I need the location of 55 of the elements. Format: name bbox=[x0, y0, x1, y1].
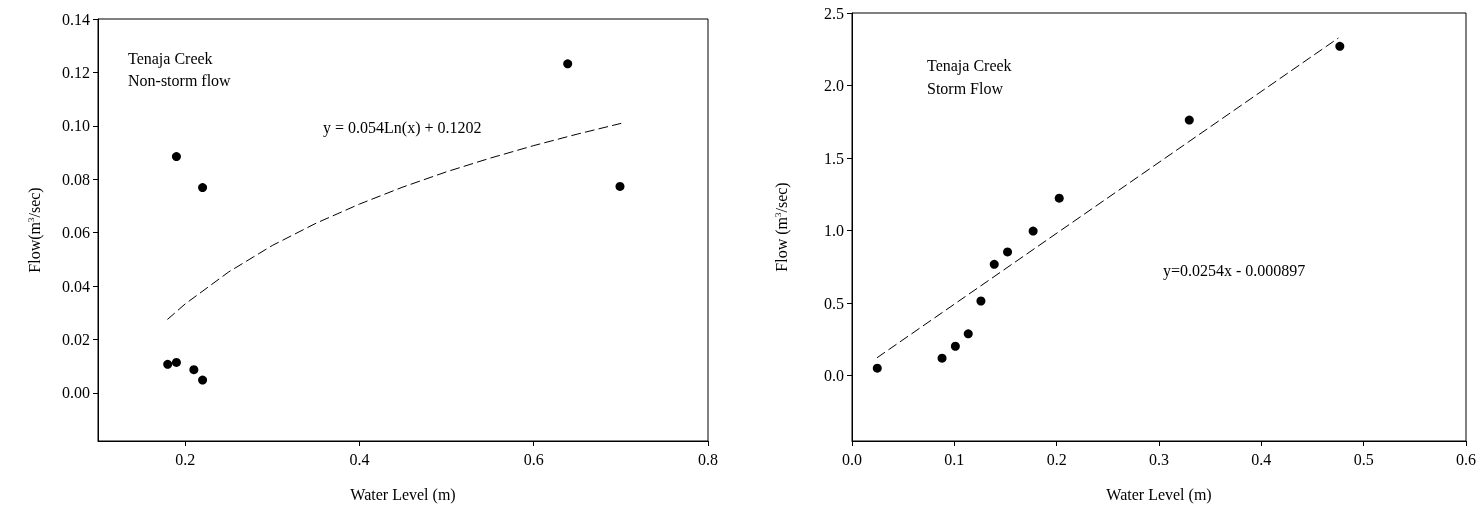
x-tick-label: 0.4 bbox=[349, 450, 370, 468]
y-tick-label: 0.10 bbox=[62, 117, 90, 135]
point bbox=[1028, 226, 1038, 236]
point bbox=[1335, 41, 1345, 51]
annotation: Storm Flow bbox=[927, 79, 1004, 97]
point bbox=[163, 359, 173, 369]
annotation: y = 0.054Ln(x) + 0.1202 bbox=[323, 118, 482, 137]
y-tick-label: 0.04 bbox=[62, 277, 90, 295]
y-tick-label: 1.0 bbox=[824, 222, 844, 240]
y-axis-title: Flow(m3/sec) bbox=[25, 187, 44, 273]
x-tick-label: 0.4 bbox=[1251, 450, 1272, 468]
x-tick-label: 0.2 bbox=[1046, 450, 1067, 468]
x-tick-label: 0.1 bbox=[944, 450, 965, 468]
point bbox=[1003, 247, 1013, 257]
y-tick-label: 2.5 bbox=[824, 4, 844, 22]
y-tick-label: 0.0 bbox=[824, 367, 844, 385]
y-tick-label: 0.14 bbox=[62, 10, 90, 28]
y-tick-label: 2.0 bbox=[824, 77, 844, 95]
x-axis-title: Water Level (m) bbox=[1106, 485, 1212, 504]
annotation: Tenaja Creek bbox=[927, 56, 1012, 75]
x-tick-label: 0.0 bbox=[842, 450, 862, 468]
annotation: y=0.0254x - 0.000897 bbox=[1163, 261, 1306, 280]
annotation: Non-storm flow bbox=[128, 71, 232, 89]
x-tick-label: 0.5 bbox=[1353, 450, 1374, 468]
annotation: Tenaja Creek bbox=[128, 49, 213, 68]
x-tick-label: 0.6 bbox=[523, 450, 544, 468]
y-tick-label: 0.12 bbox=[62, 63, 90, 81]
y-tick-label: 0.02 bbox=[62, 331, 90, 349]
y-tick-label: 1.5 bbox=[824, 149, 844, 167]
point bbox=[171, 357, 181, 367]
point bbox=[950, 341, 960, 351]
point bbox=[189, 365, 199, 375]
point bbox=[171, 152, 181, 162]
point bbox=[872, 363, 882, 373]
x-axis-title: Water Level (m) bbox=[350, 485, 456, 504]
line-series bbox=[167, 122, 622, 320]
point bbox=[937, 353, 947, 363]
point bbox=[563, 59, 573, 69]
point bbox=[989, 259, 999, 269]
y-tick-label: 0.00 bbox=[62, 384, 90, 402]
point bbox=[198, 375, 208, 385]
point bbox=[963, 329, 973, 339]
x-tick-label: 0.2 bbox=[175, 450, 196, 468]
x-tick-label: 0.8 bbox=[698, 450, 718, 468]
point bbox=[615, 181, 625, 191]
y-tick-label: 0.06 bbox=[62, 224, 90, 242]
point bbox=[976, 296, 986, 306]
point bbox=[1054, 193, 1064, 203]
x-tick-label: 0.3 bbox=[1149, 450, 1169, 468]
y-tick-label: 0.08 bbox=[62, 170, 90, 188]
point bbox=[198, 183, 208, 193]
x-tick-label: 0.6 bbox=[1456, 450, 1476, 468]
y-tick-label: 0.5 bbox=[824, 294, 844, 312]
y-axis-title: Flow (m3/sec) bbox=[772, 182, 791, 272]
point bbox=[1184, 115, 1194, 125]
